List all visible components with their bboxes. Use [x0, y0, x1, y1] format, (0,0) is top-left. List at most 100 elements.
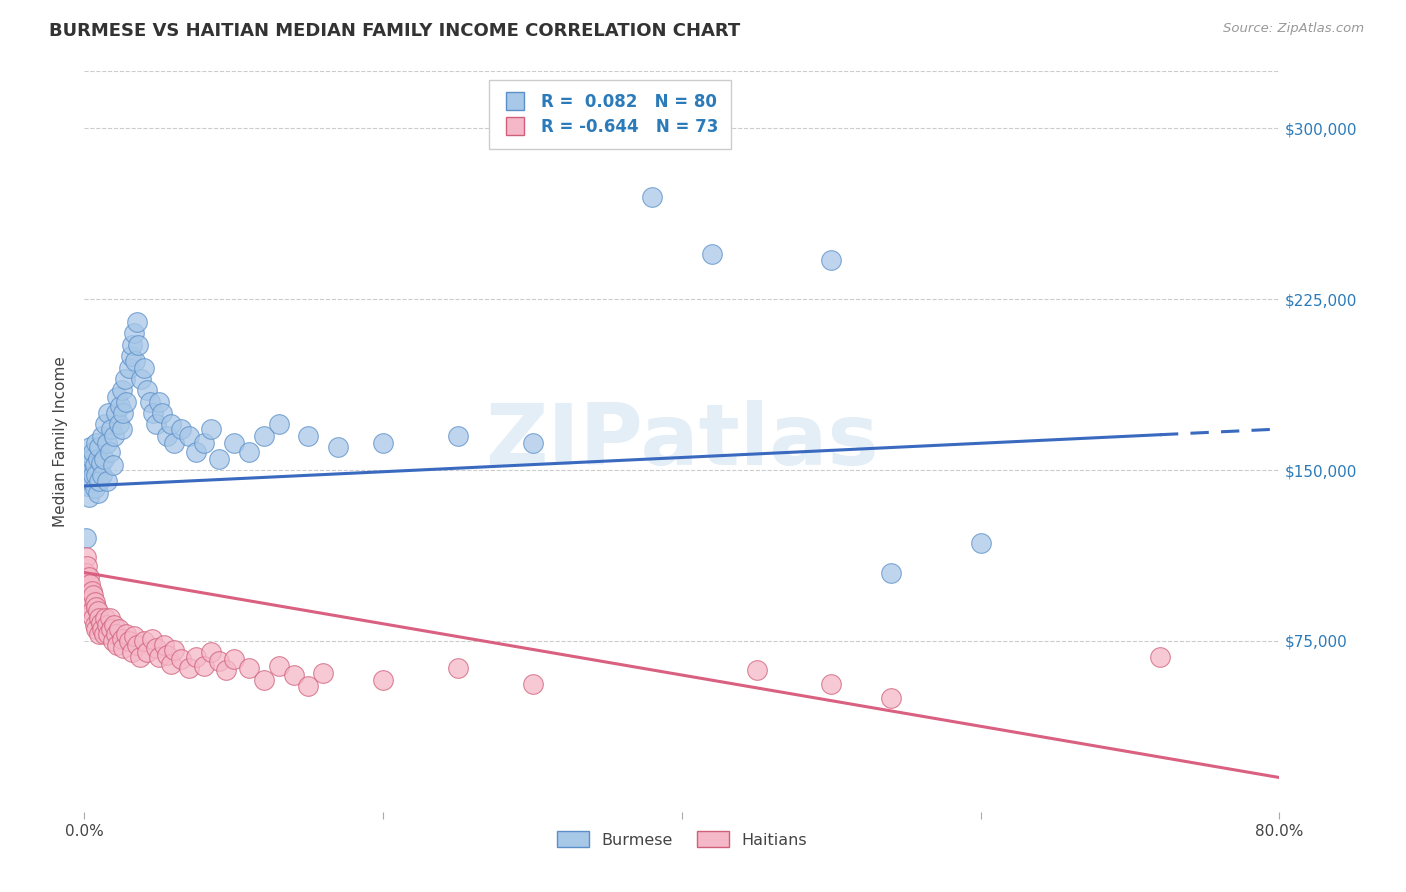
Point: [1149, 649, 1171, 664]
Point: [101, 458, 124, 473]
Point: [522, 435, 544, 450]
Point: [76, 479, 98, 493]
Point: [100, 422, 122, 436]
Point: [77, 599, 100, 614]
Point: [94, 417, 117, 432]
Text: Source: ZipAtlas.com: Source: ZipAtlas.com: [1223, 22, 1364, 36]
Point: [82, 588, 104, 602]
Point: [86, 623, 108, 637]
Point: [86, 435, 108, 450]
Point: [94, 611, 117, 625]
Point: [80, 604, 103, 618]
Point: [193, 435, 215, 450]
Point: [253, 673, 276, 687]
Point: [90, 615, 112, 630]
Text: ZIPatlas: ZIPatlas: [485, 400, 879, 483]
Point: [177, 661, 200, 675]
Point: [163, 643, 186, 657]
Text: BURMESE VS HAITIAN MEDIAN FAMILY INCOME CORRELATION CHART: BURMESE VS HAITIAN MEDIAN FAMILY INCOME …: [49, 22, 741, 40]
Point: [267, 417, 290, 432]
Point: [160, 417, 183, 432]
Point: [155, 429, 177, 443]
Point: [447, 429, 470, 443]
Point: [114, 372, 136, 386]
Point: [328, 440, 350, 454]
Point: [77, 491, 100, 505]
Point: [150, 406, 173, 420]
Point: [97, 406, 120, 420]
Point: [880, 566, 903, 580]
Point: [122, 326, 145, 341]
Point: [111, 384, 134, 398]
Point: [115, 394, 138, 409]
Point: [100, 623, 122, 637]
Point: [110, 399, 132, 413]
Point: [152, 639, 174, 653]
Point: [75, 532, 97, 546]
Point: [83, 595, 105, 609]
Point: [238, 444, 260, 458]
Point: [77, 586, 100, 600]
Point: [215, 664, 238, 678]
Point: [77, 470, 100, 484]
Point: [80, 475, 103, 489]
Point: [89, 611, 111, 625]
Point: [124, 353, 146, 368]
Point: [155, 648, 177, 662]
Point: [118, 360, 141, 375]
Point: [103, 618, 125, 632]
Point: [79, 577, 101, 591]
Point: [145, 640, 167, 655]
Point: [96, 475, 118, 489]
Point: [104, 627, 127, 641]
Point: [447, 661, 470, 675]
Point: [121, 645, 143, 659]
Point: [136, 384, 159, 398]
Point: [96, 618, 118, 632]
Point: [75, 566, 97, 580]
Point: [297, 429, 319, 443]
Point: [132, 360, 156, 375]
Point: [79, 463, 101, 477]
Point: [107, 623, 129, 637]
Point: [87, 451, 110, 466]
Point: [820, 253, 842, 268]
Point: [141, 632, 163, 646]
Point: [170, 422, 193, 436]
Point: [76, 558, 98, 573]
Point: [177, 429, 200, 443]
Point: [193, 659, 215, 673]
Point: [136, 645, 159, 659]
Point: [77, 570, 100, 584]
Point: [522, 677, 544, 691]
Point: [125, 639, 148, 653]
Point: [118, 633, 141, 648]
Point: [121, 337, 143, 351]
Point: [253, 429, 276, 443]
Point: [127, 337, 149, 351]
Point: [125, 315, 148, 329]
Point: [79, 440, 101, 454]
Point: [98, 444, 121, 458]
Point: [139, 394, 162, 409]
Point: [76, 577, 98, 591]
Y-axis label: Median Family Income: Median Family Income: [53, 356, 69, 527]
Point: [90, 456, 112, 470]
Point: [76, 588, 98, 602]
Point: [148, 649, 170, 664]
Point: [160, 657, 183, 671]
Point: [89, 475, 111, 489]
Point: [96, 435, 118, 450]
Point: [104, 406, 127, 420]
Point: [129, 372, 152, 386]
Point: [238, 661, 260, 675]
Point: [222, 435, 245, 450]
Point: [86, 599, 108, 614]
Point: [93, 451, 115, 466]
Point: [297, 680, 319, 694]
Point: [120, 349, 142, 363]
Point: [82, 444, 104, 458]
Point: [79, 592, 101, 607]
Point: [80, 583, 103, 598]
Point: [86, 467, 108, 482]
